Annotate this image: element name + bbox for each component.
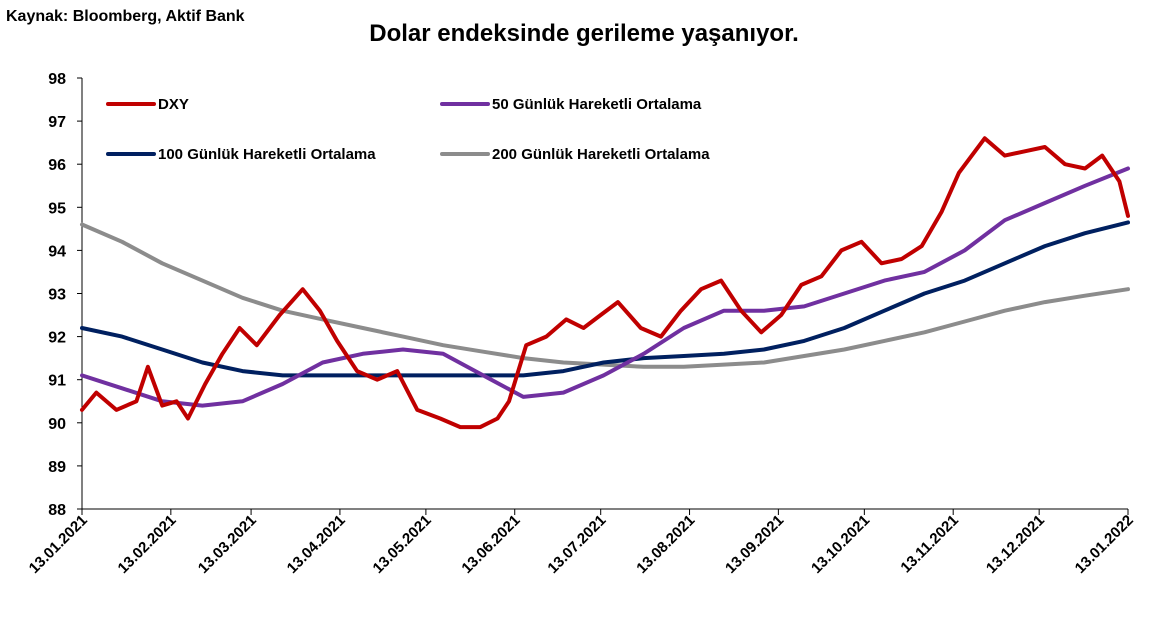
x-tick-label: 13.08.2021 xyxy=(633,512,698,577)
legend-label-0: DXY xyxy=(158,96,189,113)
legend-label-2: 100 Günlük Hareketli Ortalama xyxy=(158,146,376,163)
y-tick-label: 91 xyxy=(48,373,66,390)
y-tick-label: 90 xyxy=(48,416,66,433)
x-tick-label: 13.02.2021 xyxy=(115,512,180,577)
x-tick-label: 13.06.2021 xyxy=(458,512,523,577)
series-line-1 xyxy=(80,166,1130,408)
x-tick-label: 13.07.2021 xyxy=(544,512,609,577)
x-tick-label: 13.04.2021 xyxy=(284,512,349,577)
series-line-3 xyxy=(80,222,1130,369)
series-layer xyxy=(80,136,1130,430)
source-text: Kaynak: Bloomberg, Aktif Bank xyxy=(6,8,245,25)
y-tick-label: 93 xyxy=(48,287,66,304)
y-tick-label: 89 xyxy=(48,459,66,476)
legend-label-3: 200 Günlük Hareketli Ortalama xyxy=(492,146,710,163)
x-tick-label: 13.05.2021 xyxy=(370,512,435,577)
y-tick-label: 88 xyxy=(48,502,66,519)
y-tick-label: 97 xyxy=(48,114,66,131)
y-tick-label: 95 xyxy=(48,200,66,217)
x-tick-label: 13.03.2021 xyxy=(195,512,260,577)
legend-label-1: 50 Günlük Hareketli Ortalama xyxy=(492,96,702,113)
chart-legend: DXY 50 Günlük Hareketli Ortalama 100 Günlü… xyxy=(106,96,710,163)
x-tick-label: 13.01.2022 xyxy=(1072,512,1137,577)
x-tick-label: 13.01.2021 xyxy=(26,512,91,577)
x-tick-label: 13.12.2021 xyxy=(983,512,1048,577)
y-tick-label: 94 xyxy=(48,243,66,260)
x-tick-label: 13.09.2021 xyxy=(722,512,787,577)
y-tick-label: 98 xyxy=(48,71,66,88)
x-tick-label: 13.10.2021 xyxy=(808,512,873,577)
series-line-0 xyxy=(80,136,1130,430)
chart-title: Dolar endeksinde gerileme yaşanıyor. xyxy=(369,20,799,47)
series-line-2 xyxy=(80,220,1130,378)
y-tick-label: 96 xyxy=(48,157,66,174)
x-tick-label: 13.11.2021 xyxy=(897,512,962,577)
y-tick-label: 92 xyxy=(48,330,66,347)
